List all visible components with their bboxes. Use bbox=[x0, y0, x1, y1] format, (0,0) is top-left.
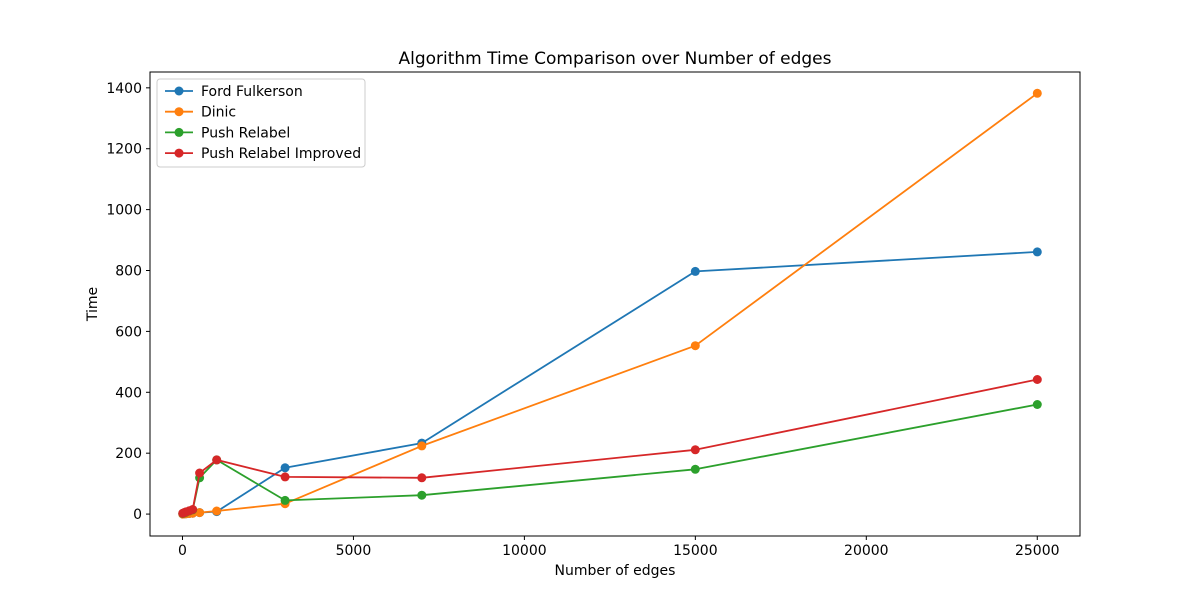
x-tick-label: 15000 bbox=[673, 543, 718, 559]
data-point bbox=[280, 495, 290, 505]
data-point bbox=[690, 445, 700, 455]
y-tick-label: 1400 bbox=[106, 81, 142, 97]
legend-marker bbox=[174, 127, 184, 137]
y-tick-label: 200 bbox=[115, 446, 142, 462]
legend: Ford Fulkerson Dinic Push Relabel Push Rela… bbox=[156, 78, 366, 168]
plot-area-frame bbox=[149, 71, 1081, 537]
legend-marker bbox=[174, 107, 184, 117]
data-point bbox=[690, 266, 700, 276]
y-tick-label: 1200 bbox=[106, 142, 142, 158]
data-point bbox=[188, 505, 198, 514]
data-point bbox=[212, 455, 222, 465]
chart-title: Algorithm Time Comparison over Number of… bbox=[398, 49, 831, 69]
data-point bbox=[1032, 247, 1042, 257]
legend-label: Ford Fulkerson bbox=[201, 84, 303, 100]
data-point bbox=[1032, 400, 1042, 409]
data-point bbox=[417, 473, 427, 483]
x-tick-label: 25000 bbox=[1015, 543, 1060, 559]
y-tick-label: 600 bbox=[115, 324, 142, 340]
data-point bbox=[195, 468, 205, 478]
data-point bbox=[212, 506, 222, 516]
x-tick-label: 5000 bbox=[336, 543, 372, 559]
x-tick-label: 20000 bbox=[844, 543, 889, 559]
y-axis-ticks: 0 200 400 600 800 1000 1200 1400 bbox=[106, 81, 150, 523]
data-point bbox=[417, 441, 427, 451]
series-layer bbox=[178, 88, 1042, 519]
y-tick-label: 0 bbox=[133, 507, 142, 523]
x-axis-ticks: 0 5000 10000 15000 20000 25000 bbox=[178, 536, 1060, 559]
legend-item: Ford Fulkerson bbox=[165, 84, 303, 100]
y-tick-label: 1000 bbox=[106, 203, 142, 219]
legend-label: Dinic bbox=[201, 105, 236, 121]
legend-label: Push Relabel bbox=[201, 125, 290, 141]
legend-marker bbox=[174, 86, 184, 96]
x-tick-label: 0 bbox=[178, 543, 187, 559]
data-point bbox=[690, 464, 700, 474]
y-tick-label: 800 bbox=[115, 264, 142, 280]
x-tick-label: 10000 bbox=[502, 543, 547, 559]
data-point bbox=[417, 490, 427, 500]
data-point bbox=[280, 463, 290, 473]
data-point bbox=[195, 508, 205, 518]
x-axis-label: Number of edges bbox=[555, 563, 676, 579]
data-point bbox=[1032, 375, 1042, 384]
legend-marker bbox=[174, 148, 184, 158]
legend-item: Push Relabel Improved bbox=[165, 146, 361, 162]
data-point bbox=[280, 472, 290, 482]
y-tick-label: 400 bbox=[115, 385, 142, 401]
legend-box bbox=[156, 78, 366, 168]
series-3 bbox=[178, 375, 1042, 518]
data-point bbox=[1032, 88, 1042, 98]
legend-item: Push Relabel bbox=[165, 125, 290, 141]
data-point bbox=[690, 341, 700, 351]
legend-label: Push Relabel Improved bbox=[201, 146, 361, 162]
y-axis-label: Time bbox=[85, 287, 101, 322]
series-line bbox=[182, 251, 1038, 515]
legend-item: Dinic bbox=[165, 105, 236, 121]
